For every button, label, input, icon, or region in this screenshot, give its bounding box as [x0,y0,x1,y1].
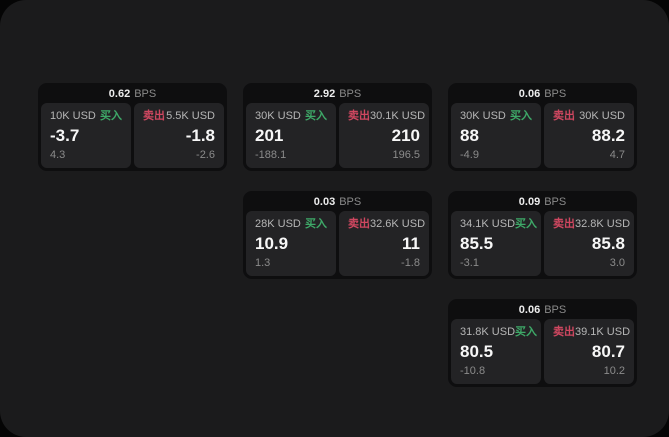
sell-price: 80.7 [591,342,625,361]
sell-side-label: 卖出 [143,110,165,122]
buy-panel[interactable]: 28K USD 买入 10.9 1.3 [246,211,336,276]
spread-value: 0.62 [108,88,131,100]
sell-panel[interactable]: 卖出 30K USD 88.2 4.7 [544,103,634,168]
sell-size: 30K USD [579,110,625,122]
sell-delta: 196.5 [392,149,420,161]
quote-body: 28K USD 买入 10.9 1.3 卖出 32.6K USD 11 -1.8 [246,211,429,276]
spread-header: 0.03 BPS [246,194,429,211]
sell-size: 32.8K USD [575,218,631,230]
sell-delta: 3.0 [609,257,625,269]
quote-card: 0.06 BPS 31.8K USD 买入 80.5 -10.8 卖出 39.1… [448,299,637,387]
sell-side-label: 卖出 [348,218,370,230]
sell-panel[interactable]: 卖出 5.5K USD -1.8 -2.6 [134,103,224,168]
bps-unit-label: BPS [544,304,567,316]
quote-card: 0.06 BPS 30K USD 买入 88 -4.9 卖出 30K USD [448,83,637,171]
buy-panel[interactable]: 34.1K USD 买入 85.5 -3.1 [451,211,541,276]
quote-card: 0.03 BPS 28K USD 买入 10.9 1.3 卖出 32.6K US… [243,191,432,279]
bps-unit-label: BPS [544,196,567,208]
sell-price: 11 [402,234,420,253]
sell-side-label: 卖出 [553,110,575,122]
sell-price: 210 [391,126,420,145]
spread-value: 0.09 [518,196,541,208]
sell-delta: 4.7 [609,149,625,161]
quote-body: 30K USD 买入 88 -4.9 卖出 30K USD 88.2 4.7 [451,103,634,168]
spread-value: 0.06 [518,88,541,100]
sell-price: -1.8 [185,126,215,145]
buy-delta: -4.9 [460,149,479,161]
sell-panel[interactable]: 卖出 39.1K USD 80.7 10.2 [544,319,634,384]
buy-price: 88 [460,126,479,145]
sell-side-label: 卖出 [553,218,575,230]
buy-size: 34.1K USD [460,218,516,230]
buy-delta: 1.3 [255,257,271,269]
sell-panel[interactable]: 卖出 30.1K USD 210 196.5 [339,103,429,168]
buy-side-label: 买入 [510,110,532,122]
buy-side-label: 买入 [100,110,122,122]
spread-header: 0.06 BPS [451,86,634,103]
buy-panel[interactable]: 30K USD 买入 201 -188.1 [246,103,336,168]
spread-header: 0.06 BPS [451,302,634,319]
sell-size: 30.1K USD [370,110,426,122]
quote-card: 0.09 BPS 34.1K USD 买入 85.5 -3.1 卖出 32.8K… [448,191,637,279]
buy-size: 28K USD [255,218,301,230]
quote-card: 2.92 BPS 30K USD 买入 201 -188.1 卖出 30.1K … [243,83,432,171]
buy-side-label: 买入 [305,110,327,122]
sell-price: 85.8 [591,234,625,253]
quotes-grid: 0.62 BPS 10K USD 买入 -3.7 4.3 卖出 5.5K USD [38,83,637,387]
sell-side-label: 卖出 [553,326,575,338]
buy-price: 80.5 [460,342,494,361]
buy-side-label: 买入 [515,326,538,338]
spread-value: 0.03 [313,196,336,208]
sell-panel[interactable]: 卖出 32.6K USD 11 -1.8 [339,211,429,276]
sell-side-label: 卖出 [348,110,370,122]
spread-header: 0.62 BPS [41,86,224,103]
buy-delta: -188.1 [255,149,287,161]
buy-panel[interactable]: 10K USD 买入 -3.7 4.3 [41,103,131,168]
buy-side-label: 买入 [515,218,538,230]
buy-side-label: 买入 [305,218,327,230]
sell-delta: -1.8 [401,257,420,269]
sell-size: 32.6K USD [370,218,426,230]
quote-body: 34.1K USD 买入 85.5 -3.1 卖出 32.8K USD 85.8… [451,211,634,276]
bps-unit-label: BPS [544,88,567,100]
sell-price: 88.2 [591,126,625,145]
bps-unit-label: BPS [339,196,362,208]
quote-card: 0.62 BPS 10K USD 买入 -3.7 4.3 卖出 5.5K USD [38,83,227,171]
buy-delta: -3.1 [460,257,479,269]
buy-size: 30K USD [460,110,506,122]
sell-size: 5.5K USD [166,110,215,122]
bps-unit-label: BPS [134,88,157,100]
quote-body: 10K USD 买入 -3.7 4.3 卖出 5.5K USD -1.8 -2.… [41,103,224,168]
sell-delta: 10.2 [603,365,625,377]
spread-header: 0.09 BPS [451,194,634,211]
spread-value: 0.06 [518,304,541,316]
buy-size: 10K USD [50,110,96,122]
sell-size: 39.1K USD [575,326,631,338]
quote-body: 31.8K USD 买入 80.5 -10.8 卖出 39.1K USD 80.… [451,319,634,384]
buy-size: 30K USD [255,110,301,122]
buy-delta: -10.8 [460,365,486,377]
spread-value: 2.92 [313,88,336,100]
quote-body: 30K USD 买入 201 -188.1 卖出 30.1K USD 210 1… [246,103,429,168]
buy-price: 10.9 [255,234,289,253]
buy-panel[interactable]: 30K USD 买入 88 -4.9 [451,103,541,168]
sell-delta: -2.6 [196,149,215,161]
buy-panel[interactable]: 31.8K USD 买入 80.5 -10.8 [451,319,541,384]
buy-price: -3.7 [50,126,80,145]
buy-delta: 4.3 [50,149,66,161]
buy-size: 31.8K USD [460,326,516,338]
buy-price: 201 [255,126,284,145]
sell-panel[interactable]: 卖出 32.8K USD 85.8 3.0 [544,211,634,276]
buy-price: 85.5 [460,234,494,253]
spread-header: 2.92 BPS [246,86,429,103]
bps-unit-label: BPS [339,88,362,100]
